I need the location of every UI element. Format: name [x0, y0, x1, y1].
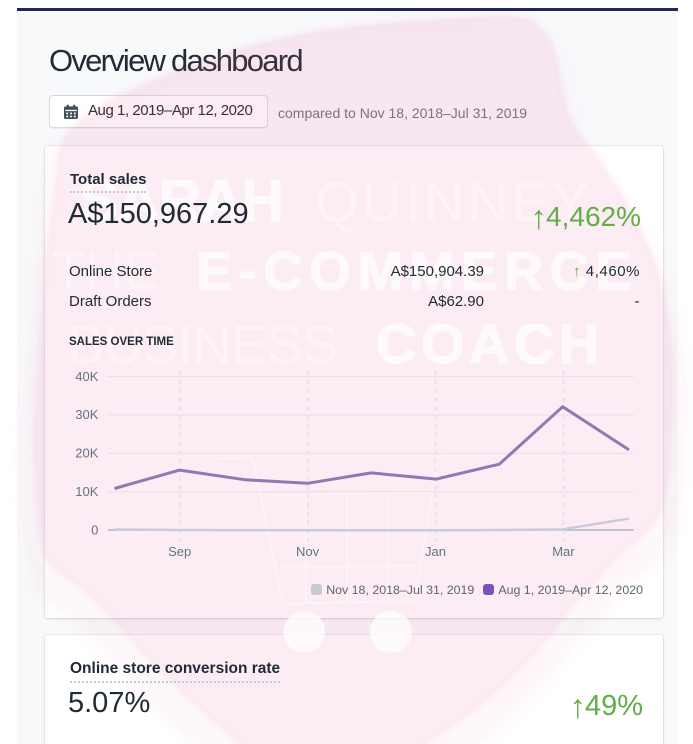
svg-text:30K: 30K [75, 407, 98, 422]
svg-text:20K: 20K [75, 446, 98, 461]
svg-text:Sep: Sep [168, 544, 191, 559]
svg-text:0: 0 [91, 522, 98, 537]
svg-text:10K: 10K [75, 484, 98, 499]
svg-text:40K: 40K [75, 369, 98, 384]
svg-text:Nov: Nov [296, 544, 320, 559]
svg-text:Jan: Jan [425, 544, 446, 559]
svg-text:Mar: Mar [552, 544, 575, 559]
